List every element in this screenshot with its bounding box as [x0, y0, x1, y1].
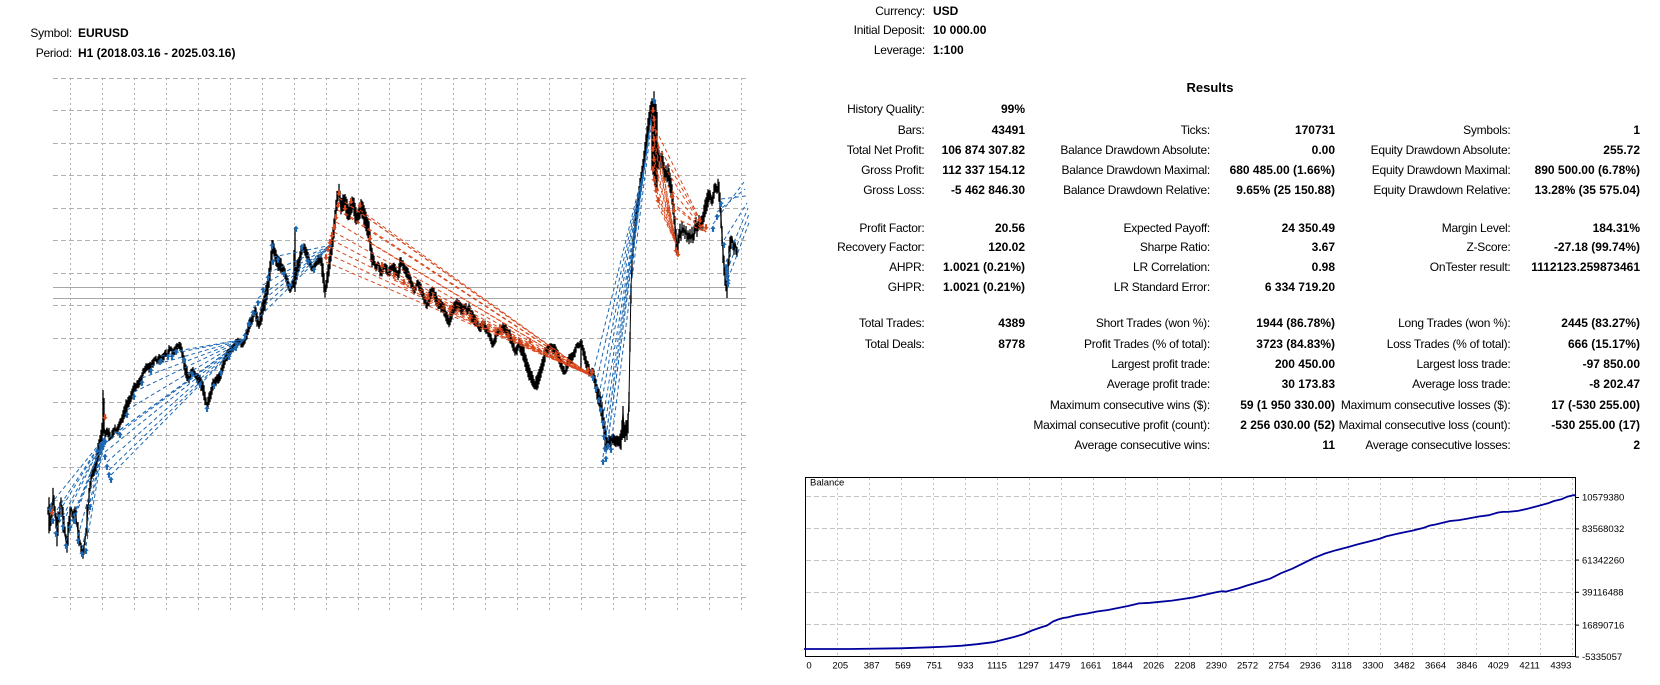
- svg-text:10579380: 10579380: [1582, 493, 1624, 504]
- svg-text:3846: 3846: [1456, 661, 1477, 672]
- svg-text:3482: 3482: [1394, 661, 1415, 672]
- svg-text:3300: 3300: [1362, 661, 1383, 672]
- svg-text:Balance: Balance: [810, 478, 844, 489]
- svg-text:39116488: 39116488: [1582, 588, 1624, 599]
- svg-text:16890716: 16890716: [1582, 620, 1624, 631]
- svg-text:2390: 2390: [1206, 661, 1227, 672]
- svg-text:2208: 2208: [1174, 661, 1195, 672]
- svg-text:2936: 2936: [1300, 661, 1321, 672]
- svg-text:2572: 2572: [1237, 661, 1258, 672]
- svg-text:3664: 3664: [1425, 661, 1446, 672]
- svg-text:2026: 2026: [1143, 661, 1164, 672]
- svg-text:569: 569: [895, 661, 911, 672]
- svg-text:1479: 1479: [1049, 661, 1070, 672]
- svg-text:933: 933: [958, 661, 974, 672]
- svg-text:-5335057: -5335057: [1582, 652, 1622, 663]
- svg-text:205: 205: [832, 661, 848, 672]
- svg-text:4029: 4029: [1488, 661, 1509, 672]
- svg-text:61342260: 61342260: [1582, 555, 1624, 566]
- svg-text:1844: 1844: [1112, 661, 1133, 672]
- svg-text:4211: 4211: [1519, 661, 1539, 672]
- svg-text:1115: 1115: [987, 661, 1007, 672]
- svg-text:1297: 1297: [1018, 661, 1039, 672]
- svg-text:3118: 3118: [1331, 661, 1351, 672]
- svg-text:751: 751: [926, 661, 942, 672]
- svg-text:4393: 4393: [1550, 661, 1571, 672]
- svg-text:387: 387: [864, 661, 880, 672]
- svg-text:83568032: 83568032: [1582, 524, 1624, 535]
- svg-text:2754: 2754: [1268, 661, 1289, 672]
- svg-text:0: 0: [806, 661, 811, 672]
- svg-text:1661: 1661: [1080, 661, 1101, 672]
